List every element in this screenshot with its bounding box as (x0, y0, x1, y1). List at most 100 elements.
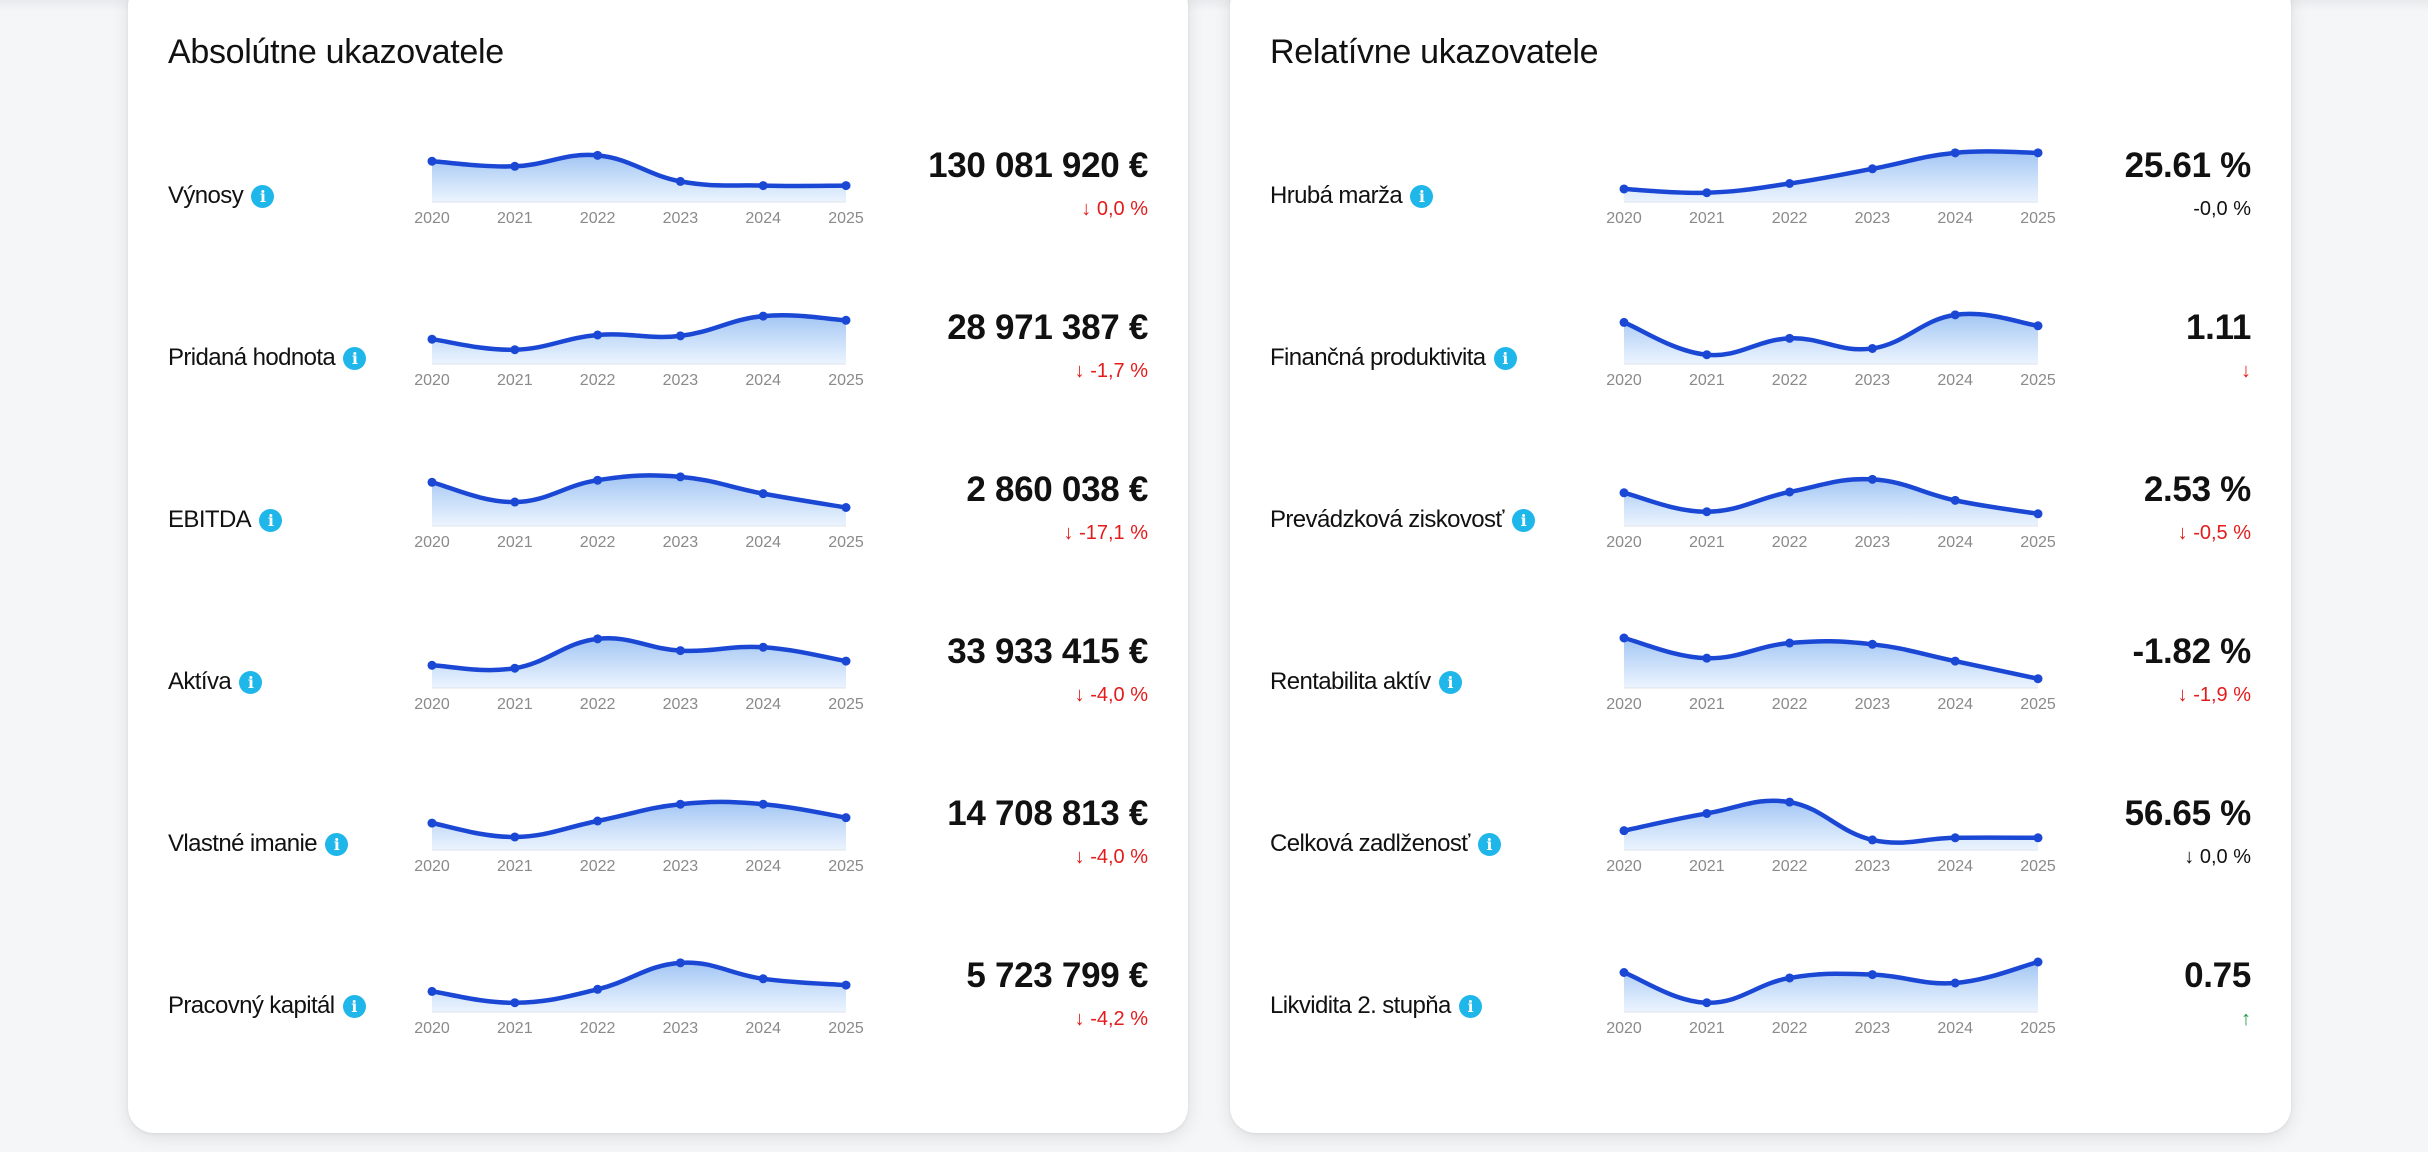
year-tick-label: 2025 (828, 534, 864, 551)
indicator-row: Pridaná hodnota i 2020 2021 2022 2023 2024 2025… (128, 272, 1188, 422)
indicator-name: Výnosy (168, 182, 244, 209)
year-tick-label: 2025 (828, 372, 864, 389)
year-tick-label: 2025 (828, 210, 864, 227)
sparkline-line (1621, 798, 2041, 845)
sparkline-chart: 2020 2021 2022 2023 2024 2025 (1606, 957, 2056, 1037)
indicator-row: Pracovný kapitál i 2020 2021 2022 2023 2024 202… (128, 920, 1188, 1070)
sparkline-chart: 2020 2021 2022 2023 2024 2025 (414, 150, 864, 227)
sparkline-point-2025 (2033, 957, 2043, 967)
year-tick-label: 2022 (1772, 858, 1808, 875)
indicator-row: Celková zadlženosť i 2020 2021 2022 2023 2024 2… (1230, 758, 2291, 908)
sparkline-point-2020 (427, 818, 437, 828)
sparkline-point-2025 (841, 656, 851, 666)
info-icon[interactable]: i (343, 346, 367, 370)
year-tick-label: 2025 (2020, 534, 2056, 551)
indicator-label: Vlastné imanie i (168, 830, 349, 858)
indicator-row: EBITDA i 2020 2021 2022 2023 2024 2025 2 860 038… (128, 434, 1188, 584)
sparkline-chart: 2020 2021 2022 2023 2024 2025 (414, 799, 864, 875)
year-tick-label: 2023 (663, 1020, 699, 1037)
year-tick-label: 2025 (828, 1020, 864, 1037)
indicator-label: Prevádzková ziskovosť i (1270, 506, 1535, 534)
change-indicator: ↓ (2241, 360, 2251, 382)
sparkline-area (1624, 313, 2038, 364)
indicator-value: 33 933 415 € (947, 632, 1148, 671)
sparkline-point-2021 (510, 497, 520, 507)
indicator-label: Finančná produktivita i (1270, 344, 1517, 372)
year-tick-label: 2020 (1606, 858, 1642, 875)
sparkline-point-2024 (1950, 656, 1960, 666)
relative-indicators-card: Relatívne ukazovatele Hrubá marža i 2020 20… (1230, 0, 2291, 1133)
indicator-label: Hrubá marža i (1270, 182, 1434, 210)
sparkline-point-2024 (1950, 310, 1960, 320)
indicator-value: 28 971 387 € (947, 308, 1148, 347)
sparkline-line (1621, 635, 2041, 681)
year-tick-label: 2020 (1606, 210, 1642, 227)
sparkline-point-2023 (675, 176, 685, 186)
sparkline-point-2020 (1619, 633, 1629, 643)
year-tick-label: 2020 (414, 210, 450, 227)
sparkline-point-2021 (510, 998, 520, 1008)
indicator-row: Prevádzková ziskovosť i 2020 2021 2022 2023 20… (1230, 434, 2291, 584)
sparkline-point-2022 (1785, 797, 1795, 807)
year-tick-label: 2022 (580, 210, 616, 227)
card-title: Absolútne ukazovatele (168, 33, 504, 71)
sparkline-chart: 2020 2021 2022 2023 2024 2025 (414, 472, 864, 551)
sparkline-area (432, 315, 846, 364)
year-tick-label: 2021 (1689, 858, 1725, 875)
sparkline-line (1621, 149, 2041, 196)
year-tick-label: 2020 (414, 534, 450, 551)
info-icon[interactable]: i (325, 832, 349, 856)
year-tick-label: 2021 (1689, 696, 1725, 713)
year-tick-label: 2020 (1606, 696, 1642, 713)
sparkline-area (432, 475, 846, 526)
year-tick-label: 2021 (497, 1020, 533, 1037)
indicator-name: Finančná produktivita (1270, 344, 1486, 371)
sparkline-line (1621, 959, 2041, 1005)
year-tick-label: 2022 (580, 372, 616, 389)
indicator-name: Likvidita 2. stupňa (1270, 992, 1451, 1019)
sparkline-point-2023 (1867, 639, 1877, 649)
year-tick-label: 2022 (1772, 696, 1808, 713)
sparkline-point-2022 (593, 475, 603, 485)
sparkline-point-2020 (427, 986, 437, 996)
indicator-value: -1.82 % (2132, 632, 2251, 671)
change-indicator: ↓ -17,1 % (1063, 522, 1148, 544)
sparkline-point-2023 (1867, 970, 1877, 980)
info-icon[interactable]: i (342, 994, 366, 1018)
change-indicator: ↓ -0,5 % (2177, 522, 2251, 544)
change-indicator: ↑ (2241, 1008, 2251, 1030)
year-tick-label: 2020 (1606, 534, 1642, 551)
indicator-value: 56.65 % (2124, 794, 2252, 833)
sparkline-point-2022 (593, 984, 603, 994)
sparkline-point-2024 (758, 642, 768, 652)
year-tick-label: 2022 (580, 858, 616, 875)
sparkline-point-2022 (593, 150, 603, 160)
year-tick-label: 2022 (580, 696, 616, 713)
indicator-value: 14 708 813 € (947, 794, 1148, 833)
info-icon[interactable]: i (1493, 346, 1517, 370)
info-icon[interactable]: i (1477, 832, 1501, 856)
info-icon[interactable]: i (1410, 184, 1434, 208)
indicator-value: 5 723 799 € (966, 956, 1148, 995)
sparkline-chart: 2020 2021 2022 2023 2024 2025 (414, 958, 864, 1037)
indicator-value: 0.75 (2184, 956, 2251, 995)
sparkline-area (1624, 479, 2038, 526)
sparkline-chart: 2020 2021 2022 2023 2024 2025 (1606, 148, 2056, 227)
indicator-value: 2 860 038 € (966, 470, 1148, 509)
year-tick-label: 2021 (497, 696, 533, 713)
indicator-value: 2.53 % (2143, 470, 2251, 509)
year-tick-label: 2021 (1689, 1020, 1725, 1037)
info-icon[interactable]: i (1438, 670, 1462, 694)
info-icon[interactable]: i (1511, 508, 1535, 532)
year-tick-label: 2022 (1772, 534, 1808, 551)
info-icon[interactable]: i (1458, 994, 1482, 1018)
info-icon[interactable]: i (259, 508, 283, 532)
year-tick-label: 2024 (745, 372, 781, 389)
sparkline-point-2023 (675, 472, 685, 482)
year-tick-label: 2025 (2020, 1020, 2056, 1037)
indicator-name: Rentabilita aktív (1270, 668, 1431, 695)
change-indicator: ↓ -1,7 % (1074, 360, 1148, 382)
info-icon[interactable]: i (251, 184, 275, 208)
info-icon[interactable]: i (239, 670, 263, 694)
sparkline-point-2021 (1702, 653, 1712, 663)
